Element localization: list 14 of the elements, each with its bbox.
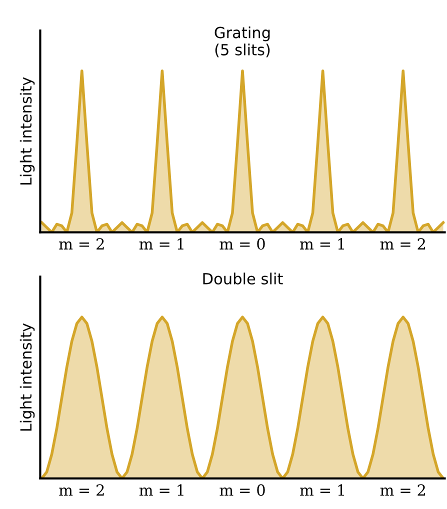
x-tick-label: m = 1 xyxy=(139,238,184,250)
x-tick-label: m = 1 xyxy=(139,484,184,496)
chart-title: Double slit xyxy=(203,272,283,284)
x-tick-label: m = 2 xyxy=(59,484,104,496)
x-tick-label: m = 2 xyxy=(380,238,425,250)
x-tick-label: m = 2 xyxy=(59,238,104,250)
x-tick-label: m = 0 xyxy=(220,484,265,496)
x-tick-label: m = 1 xyxy=(300,238,344,250)
y-axis-title: Light intensity xyxy=(20,323,35,431)
y-axis-title: Light intensity xyxy=(20,77,35,185)
x-tick-label: m = 0 xyxy=(220,238,265,250)
x-tick-label: m = 1 xyxy=(300,484,344,496)
x-tick-label: m = 2 xyxy=(380,484,425,496)
chart-title: Grating (5 slits) xyxy=(214,26,270,58)
